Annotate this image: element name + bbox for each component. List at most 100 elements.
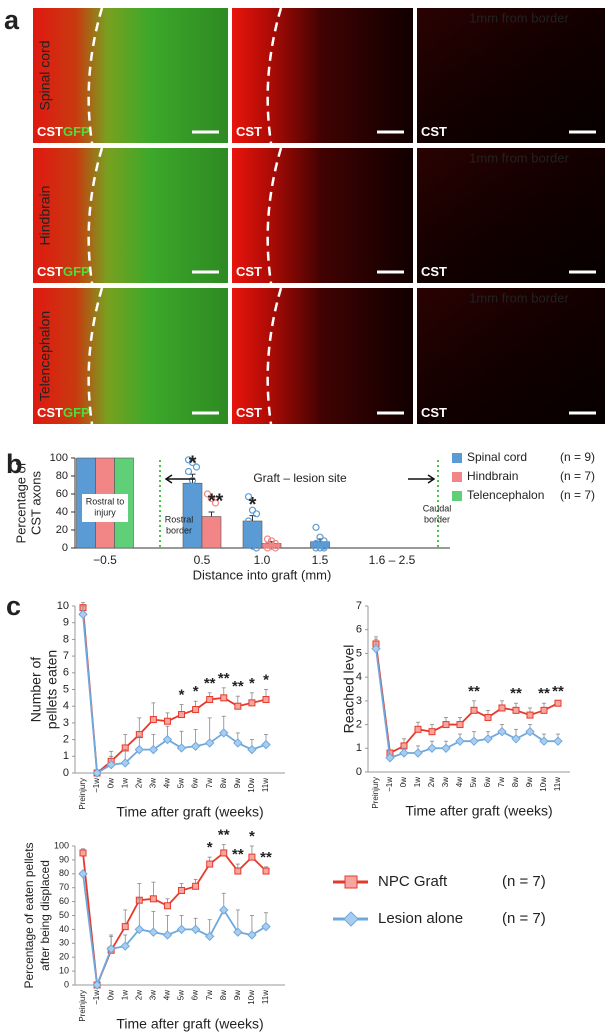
legend-marker [344, 875, 358, 889]
graft-border [87, 147, 104, 284]
marker [134, 744, 145, 755]
marker [539, 736, 549, 746]
marker [469, 736, 479, 746]
y-tick-label: 1 [356, 742, 362, 754]
stain-label: CST [421, 264, 447, 279]
marker [554, 699, 562, 707]
marker [192, 882, 200, 890]
y-tick-label: 5 [63, 683, 69, 695]
micrograph [232, 8, 413, 143]
significance: ** [232, 846, 244, 863]
marker [220, 694, 228, 702]
y-tick-label: 50 [59, 910, 69, 920]
data-point [211, 524, 220, 532]
stain-label: CSTGFP [37, 264, 90, 279]
marker [484, 713, 492, 721]
distance-note: 1mm from border [469, 150, 569, 165]
row-label: Telencephalon [37, 311, 53, 401]
marker [262, 867, 270, 875]
stain-label: CST [236, 124, 262, 139]
y-tick-label: 100 [54, 840, 69, 850]
panel-label: b [6, 449, 23, 479]
data-point [203, 517, 212, 525]
marker [92, 768, 102, 778]
data-point [203, 526, 212, 534]
y-tick-label: 100 [50, 452, 68, 464]
legend-marker [343, 911, 359, 927]
data-point [188, 476, 197, 485]
marker [248, 699, 256, 707]
y-tick-label: 80 [59, 868, 69, 878]
y-tick-label: 7 [63, 650, 69, 662]
x-tick-label: 5w [177, 990, 186, 1000]
marker [219, 728, 229, 738]
data-point [211, 499, 220, 507]
data-point [248, 506, 257, 514]
y-tick-label: 2 [63, 734, 69, 746]
x-tick-label: 6w [483, 777, 492, 787]
marker [497, 726, 507, 737]
y-tick-label: 90 [59, 854, 69, 864]
data-point [312, 539, 320, 548]
graft-border [266, 147, 283, 284]
y-tick-label: 40 [56, 506, 68, 518]
y-tick-label: 10 [59, 965, 69, 975]
stain-name: CST [37, 264, 63, 279]
y-axis-title: Reached level [341, 645, 357, 734]
data-point [252, 535, 261, 543]
x-axis-title: Time after graft (weeks) [116, 804, 263, 820]
y-axis-title: after being displaced [38, 860, 52, 971]
x-tick-label: 4w [163, 778, 172, 788]
stain-name: CST [37, 124, 63, 139]
marker [470, 706, 478, 714]
reporter-name: GFP [63, 405, 90, 420]
marker [78, 609, 88, 620]
annotation: border [424, 514, 450, 524]
significance: * [249, 828, 255, 845]
x-tick-label: 11w [553, 777, 562, 791]
arrow [408, 474, 436, 484]
y-tick-label: 1 [63, 750, 69, 762]
graft-border [266, 7, 283, 144]
annotation: border [166, 525, 192, 535]
annotation: Rostral to [86, 496, 125, 506]
significance: * [179, 686, 185, 703]
x-tick-label: 2w [134, 778, 143, 788]
x-tick-label: 3w [441, 777, 450, 787]
y-tick-label: 4 [356, 671, 362, 683]
marker [483, 734, 493, 744]
x-tick-label: 9w [525, 777, 534, 787]
significance: * [193, 683, 199, 700]
marker [262, 696, 270, 704]
data-point [316, 533, 324, 541]
y-tick-label: 9 [63, 617, 69, 629]
legend-n: (n = 9) [560, 450, 595, 464]
y-tick-label: 30 [59, 938, 69, 948]
legend-swatch [452, 491, 462, 501]
stain-name: CST [421, 264, 447, 279]
x-tick-label: 7w [497, 777, 506, 787]
data-point [316, 544, 324, 552]
graft-border [266, 287, 283, 425]
x-tick-label: 10w [247, 778, 256, 793]
x-tick-label: 3w [148, 990, 157, 1000]
marker [233, 927, 243, 937]
marker [248, 853, 256, 861]
data-point [188, 458, 197, 467]
x-tick-label: 0.5 [194, 553, 211, 567]
stain-label: CSTGFP [37, 405, 90, 420]
marker [371, 643, 381, 654]
reporter-name: GFP [63, 124, 90, 139]
y-axis-title: CST axons [28, 470, 43, 535]
marker [399, 748, 409, 758]
x-tick-label: 11w [261, 778, 270, 792]
marker [261, 739, 271, 750]
marker [106, 759, 116, 770]
x-tick-label: 7w [205, 778, 214, 788]
x-tick-label: 3w [148, 778, 157, 788]
graft-border [87, 287, 104, 425]
stain-label: CST [421, 405, 447, 420]
y-tick-label: 3 [356, 695, 362, 707]
marker [204, 931, 215, 942]
